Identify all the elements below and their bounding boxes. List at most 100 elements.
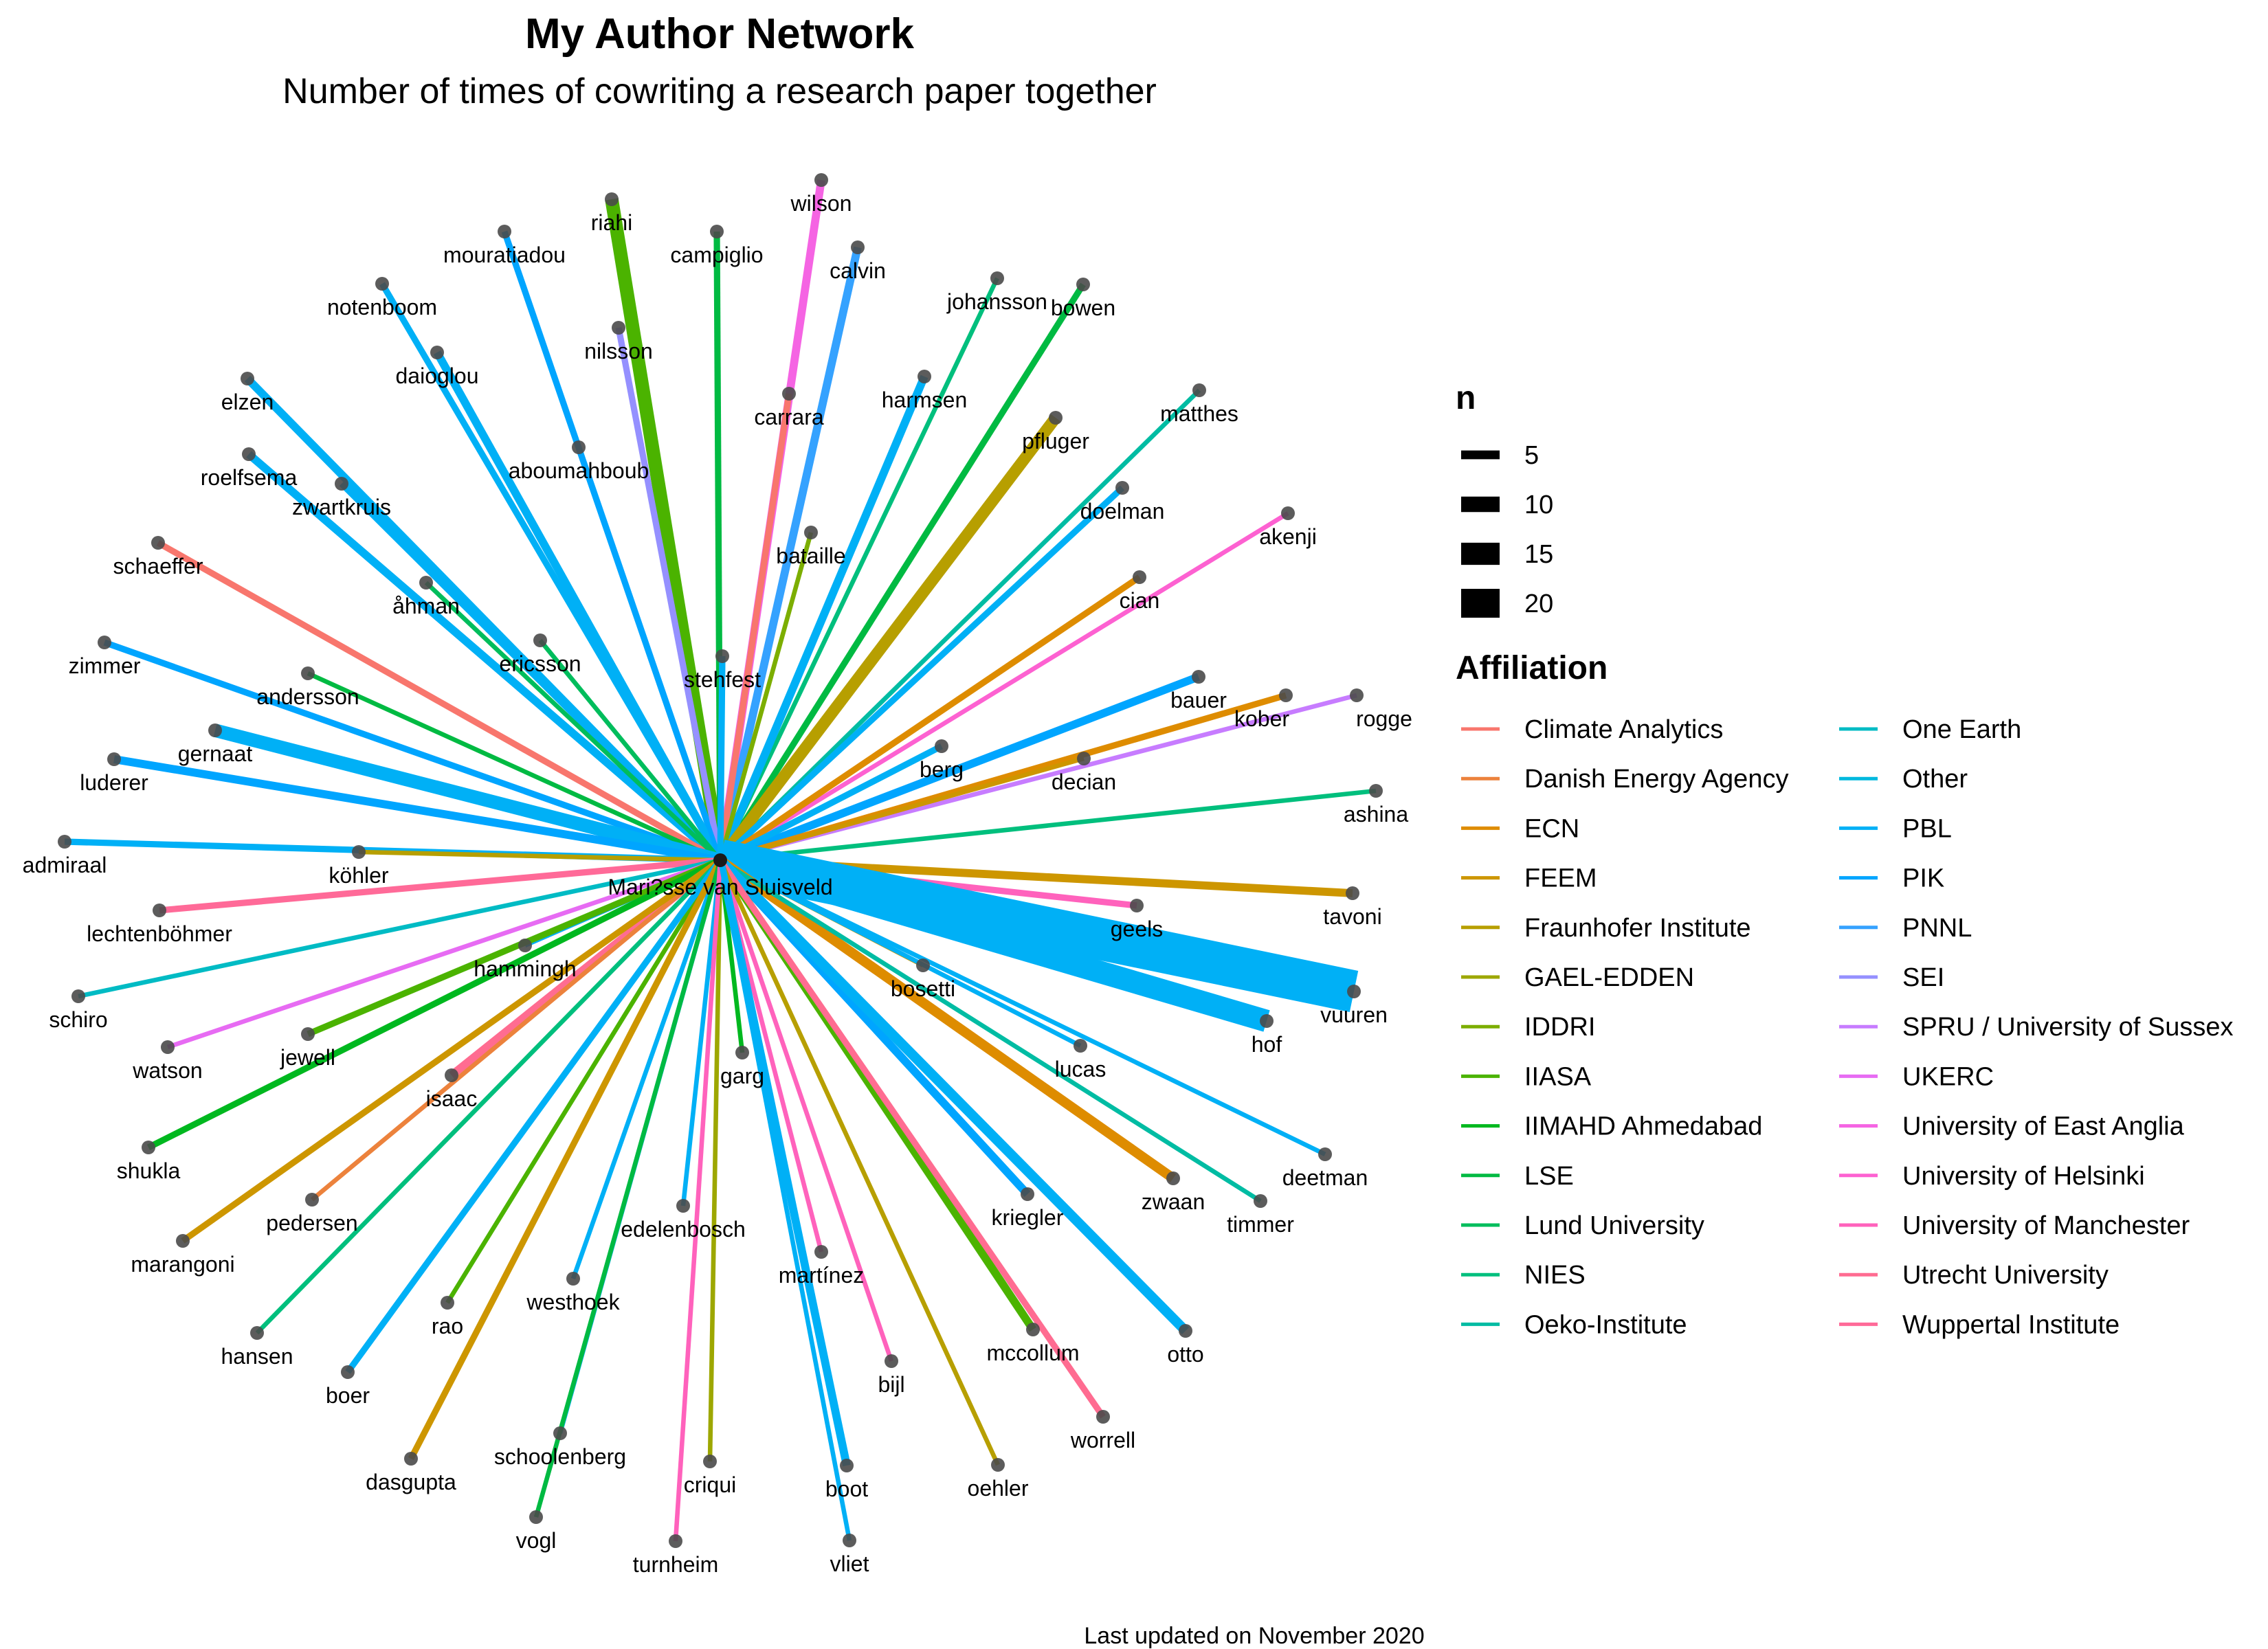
edge-dasgupta [408,858,724,1461]
color-legend-label: Oeko-Institute [1524,1310,1687,1339]
node-bataille [804,526,818,539]
color-legend-label: ECN [1524,814,1579,843]
node-label-garg: garg [720,1064,764,1088]
edge-pedersen [310,858,722,1202]
edge-vogl [533,860,723,1518]
node-label-ashina: ashina [1344,802,1409,827]
node-decian [1077,752,1091,765]
node-martínez [814,1245,828,1259]
size-legend-key [1461,542,1500,565]
node-label-andersson: andersson [256,684,359,709]
node-luderer [107,752,121,766]
color-legend-label: FEEM [1524,864,1597,893]
node-andersson [301,666,315,680]
node-label-admiraal: admiraal [23,853,107,877]
node-label-zwaan: zwaan [1142,1189,1205,1214]
node-bijl [885,1354,898,1368]
node-label-lucas: lucas [1055,1057,1107,1081]
node-label-elzen: elzen [221,390,274,414]
color-legend-label: Lund University [1524,1211,1704,1240]
node-label-zwartkruis: zwartkruis [292,495,391,519]
edge-andersson [307,671,722,863]
node-label-vuuren: vuuren [1320,1002,1388,1027]
color-legend-label: IDDRI [1524,1013,1595,1042]
node-vliet [843,1534,856,1547]
edge-westhoek [570,859,723,1280]
node-matthes [1192,383,1206,397]
node-label-åhman: åhman [392,594,460,618]
node-geels [1130,899,1144,912]
node-label-criqui: criqui [684,1472,736,1497]
node-vuuren [1347,985,1361,998]
edge-bataille [718,532,814,861]
node-garg [735,1046,749,1059]
node-admiraal [58,835,71,849]
node-label-roelfsema: roelfsema [201,465,298,490]
color-legend: Affiliation Climate Analytics Danish Ener… [1456,650,2233,1339]
node-dasgupta [404,1452,418,1466]
size-legend-label: 10 [1524,491,1553,519]
node-pedersen [305,1193,319,1207]
node-elzen [241,372,254,385]
edge-otto [716,856,1190,1335]
node-label-hammingh: hammingh [474,956,576,981]
size-legend-key [1461,450,1500,460]
node-label-martínez: martínez [779,1263,864,1288]
node-hammingh [518,939,532,952]
node-label-daioglou: daioglou [396,363,479,388]
node-label-isaac: isaac [426,1086,478,1111]
edge-roelfsema [246,451,723,864]
node-berg [935,739,948,753]
node-åhman [419,576,433,590]
size-legend-key [1461,589,1500,618]
node-worrell [1096,1410,1110,1424]
color-legend-label: Utrecht University [1902,1261,2109,1290]
node-label-riahi: riahi [591,210,632,235]
edge-schiro [78,857,721,999]
node-label-matthes: matthes [1160,401,1238,426]
color-legend-label: PNNL [1902,914,1972,943]
edge-watson [166,857,722,1050]
node-akenji [1281,506,1295,520]
node-boer [341,1365,355,1379]
node-label-worrell: worrell [1070,1428,1135,1452]
node-label-hansen: hansen [221,1344,293,1369]
color-legend-label: IIASA [1524,1062,1592,1091]
node-label-bijl: bijl [878,1372,904,1397]
edge-deetman [719,858,1326,1156]
node-label-harmsen: harmsen [882,388,968,412]
node-label-kriegler: kriegler [992,1205,1064,1230]
node-stehfest [715,649,729,663]
node-bauer [1192,670,1205,684]
edge-nilsson [615,327,724,861]
node-jewell [301,1027,315,1041]
node-label-decian: decian [1052,770,1116,794]
node-köhler [352,845,366,859]
color-legend-label: University of East Anglia [1902,1112,2185,1141]
node-label-berg: berg [920,757,964,782]
edge-stehfest [717,655,726,861]
center-node-label: Mari?sse van Sluisveld [608,875,832,899]
edge-zwaan [717,856,1177,1182]
node-johansson [990,271,1004,285]
edge-bauer [718,673,1201,864]
node-criqui [703,1455,717,1468]
color-legend-label: Climate Analytics [1524,715,1723,744]
size-legend-title: n [1456,380,1476,416]
size-legend-label: 20 [1524,590,1553,618]
node-label-luderer: luderer [80,770,148,795]
node-label-schaeffer: schaeffer [113,554,203,579]
size-legend-key [1461,496,1500,513]
node-hansen [250,1326,264,1340]
node-gernaat [208,723,222,737]
edge-matthes [718,388,1201,862]
node-notenboom [375,277,389,291]
edge-worrell [718,858,1106,1419]
edge-zimmer [103,639,722,864]
node-label-westhoek: westhoek [526,1290,620,1314]
size-legend-label: 5 [1524,441,1539,470]
edge-ashina [720,788,1377,863]
node-label-watson: watson [132,1058,202,1083]
node-label-johansson: johansson [946,289,1047,314]
